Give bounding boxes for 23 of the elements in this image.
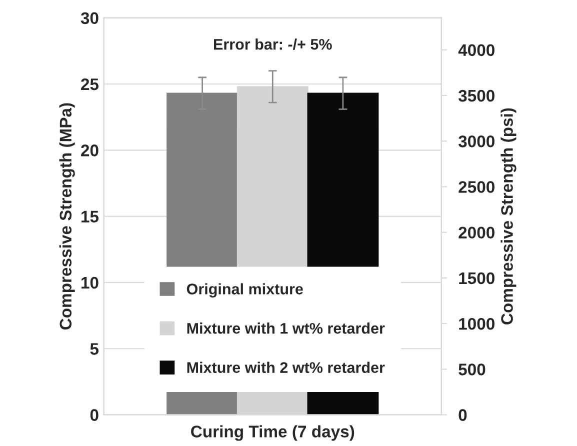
y2-tick-label: 3000 [458,135,494,148]
x-axis-title: Curing Time (7 days) [191,425,354,441]
y2-tick-label: 4000 [458,44,494,56]
y-tick-label: 20 [81,144,98,156]
legend-label: Mixture with 2 wt% retarder [187,362,385,373]
y2-tick-label: 500 [458,364,486,376]
y-tick-label: 10 [82,276,98,289]
y2-tick-label: 1000 [459,318,494,330]
y2-tick-label: 3500 [458,90,494,102]
y2-tick-label: 2500 [458,181,494,193]
y-tick-label: 15 [82,210,99,223]
y-tick-label: 5 [90,343,99,355]
y2-axis-title: Compressive Strength (psi) [500,108,516,324]
y-tick-label: 25 [81,78,99,90]
y-axis-title: Compressive Strength (MPa) [59,103,75,330]
annotation: Error bar: -/+ 5% [214,38,332,50]
y2-tick-label: 0 [458,409,467,421]
legend-label: Original mixture [186,283,303,298]
y-tick-label: 0 [90,409,98,421]
legend-label: Mixture with 1 wt% retarder [187,322,385,334]
y-tick-label: 30 [80,12,98,24]
y2-tick-label: 1500 [459,272,494,284]
y2-tick-label: 2000 [458,226,494,239]
